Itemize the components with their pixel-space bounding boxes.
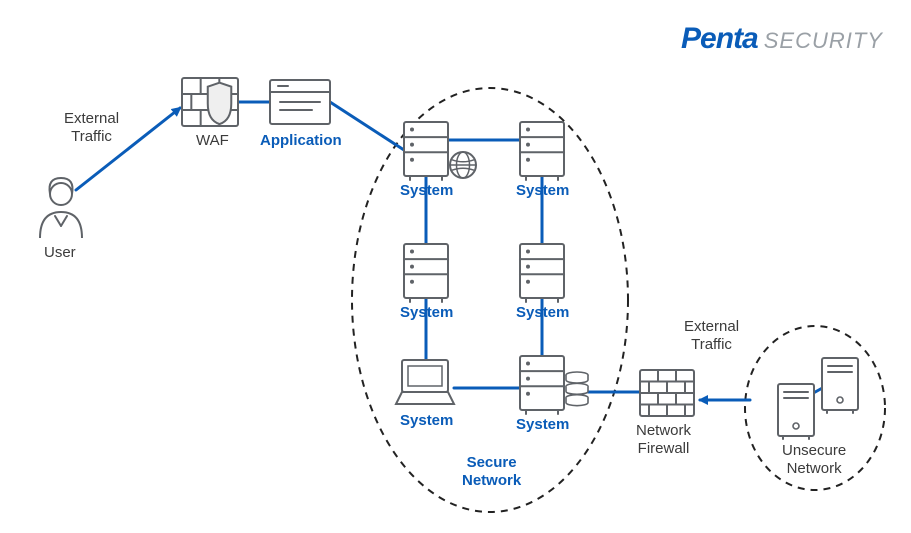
application-icon	[270, 80, 330, 124]
system_tr-icon	[520, 122, 564, 180]
label-unsecure_network: Unsecure Network	[782, 442, 846, 478]
system_br-icon	[520, 356, 564, 414]
unsecure_a-icon	[778, 384, 814, 439]
label-external_traffic_1: External Traffic	[64, 110, 119, 146]
label-system_bl: System	[400, 412, 453, 430]
label-system_tl: System	[400, 182, 453, 200]
globe-icon	[450, 152, 476, 178]
user-icon	[40, 178, 82, 238]
label-external_traffic_2: External Traffic	[684, 318, 739, 354]
waf-icon	[182, 78, 238, 126]
diagram-canvas	[0, 0, 911, 533]
system_mr-icon	[520, 244, 564, 302]
label-secure_network: Secure Network	[462, 454, 521, 490]
label-system_ml: System	[400, 304, 453, 322]
system_ml-icon	[404, 244, 448, 302]
system_bl-icon	[396, 360, 454, 404]
disks-icon	[566, 372, 588, 406]
system_tl-icon	[404, 122, 448, 180]
firewall-icon	[640, 370, 694, 416]
label-system_mr: System	[516, 304, 569, 322]
label-application: Application	[260, 132, 342, 150]
label-system_br: System	[516, 416, 569, 434]
secure-network-boundary	[352, 88, 628, 512]
unsecure_b-icon	[822, 358, 858, 413]
label-network_firewall: Network Firewall	[636, 422, 691, 458]
label-user: User	[44, 244, 76, 262]
label-waf: WAF	[196, 132, 229, 150]
label-system_tr: System	[516, 182, 569, 200]
